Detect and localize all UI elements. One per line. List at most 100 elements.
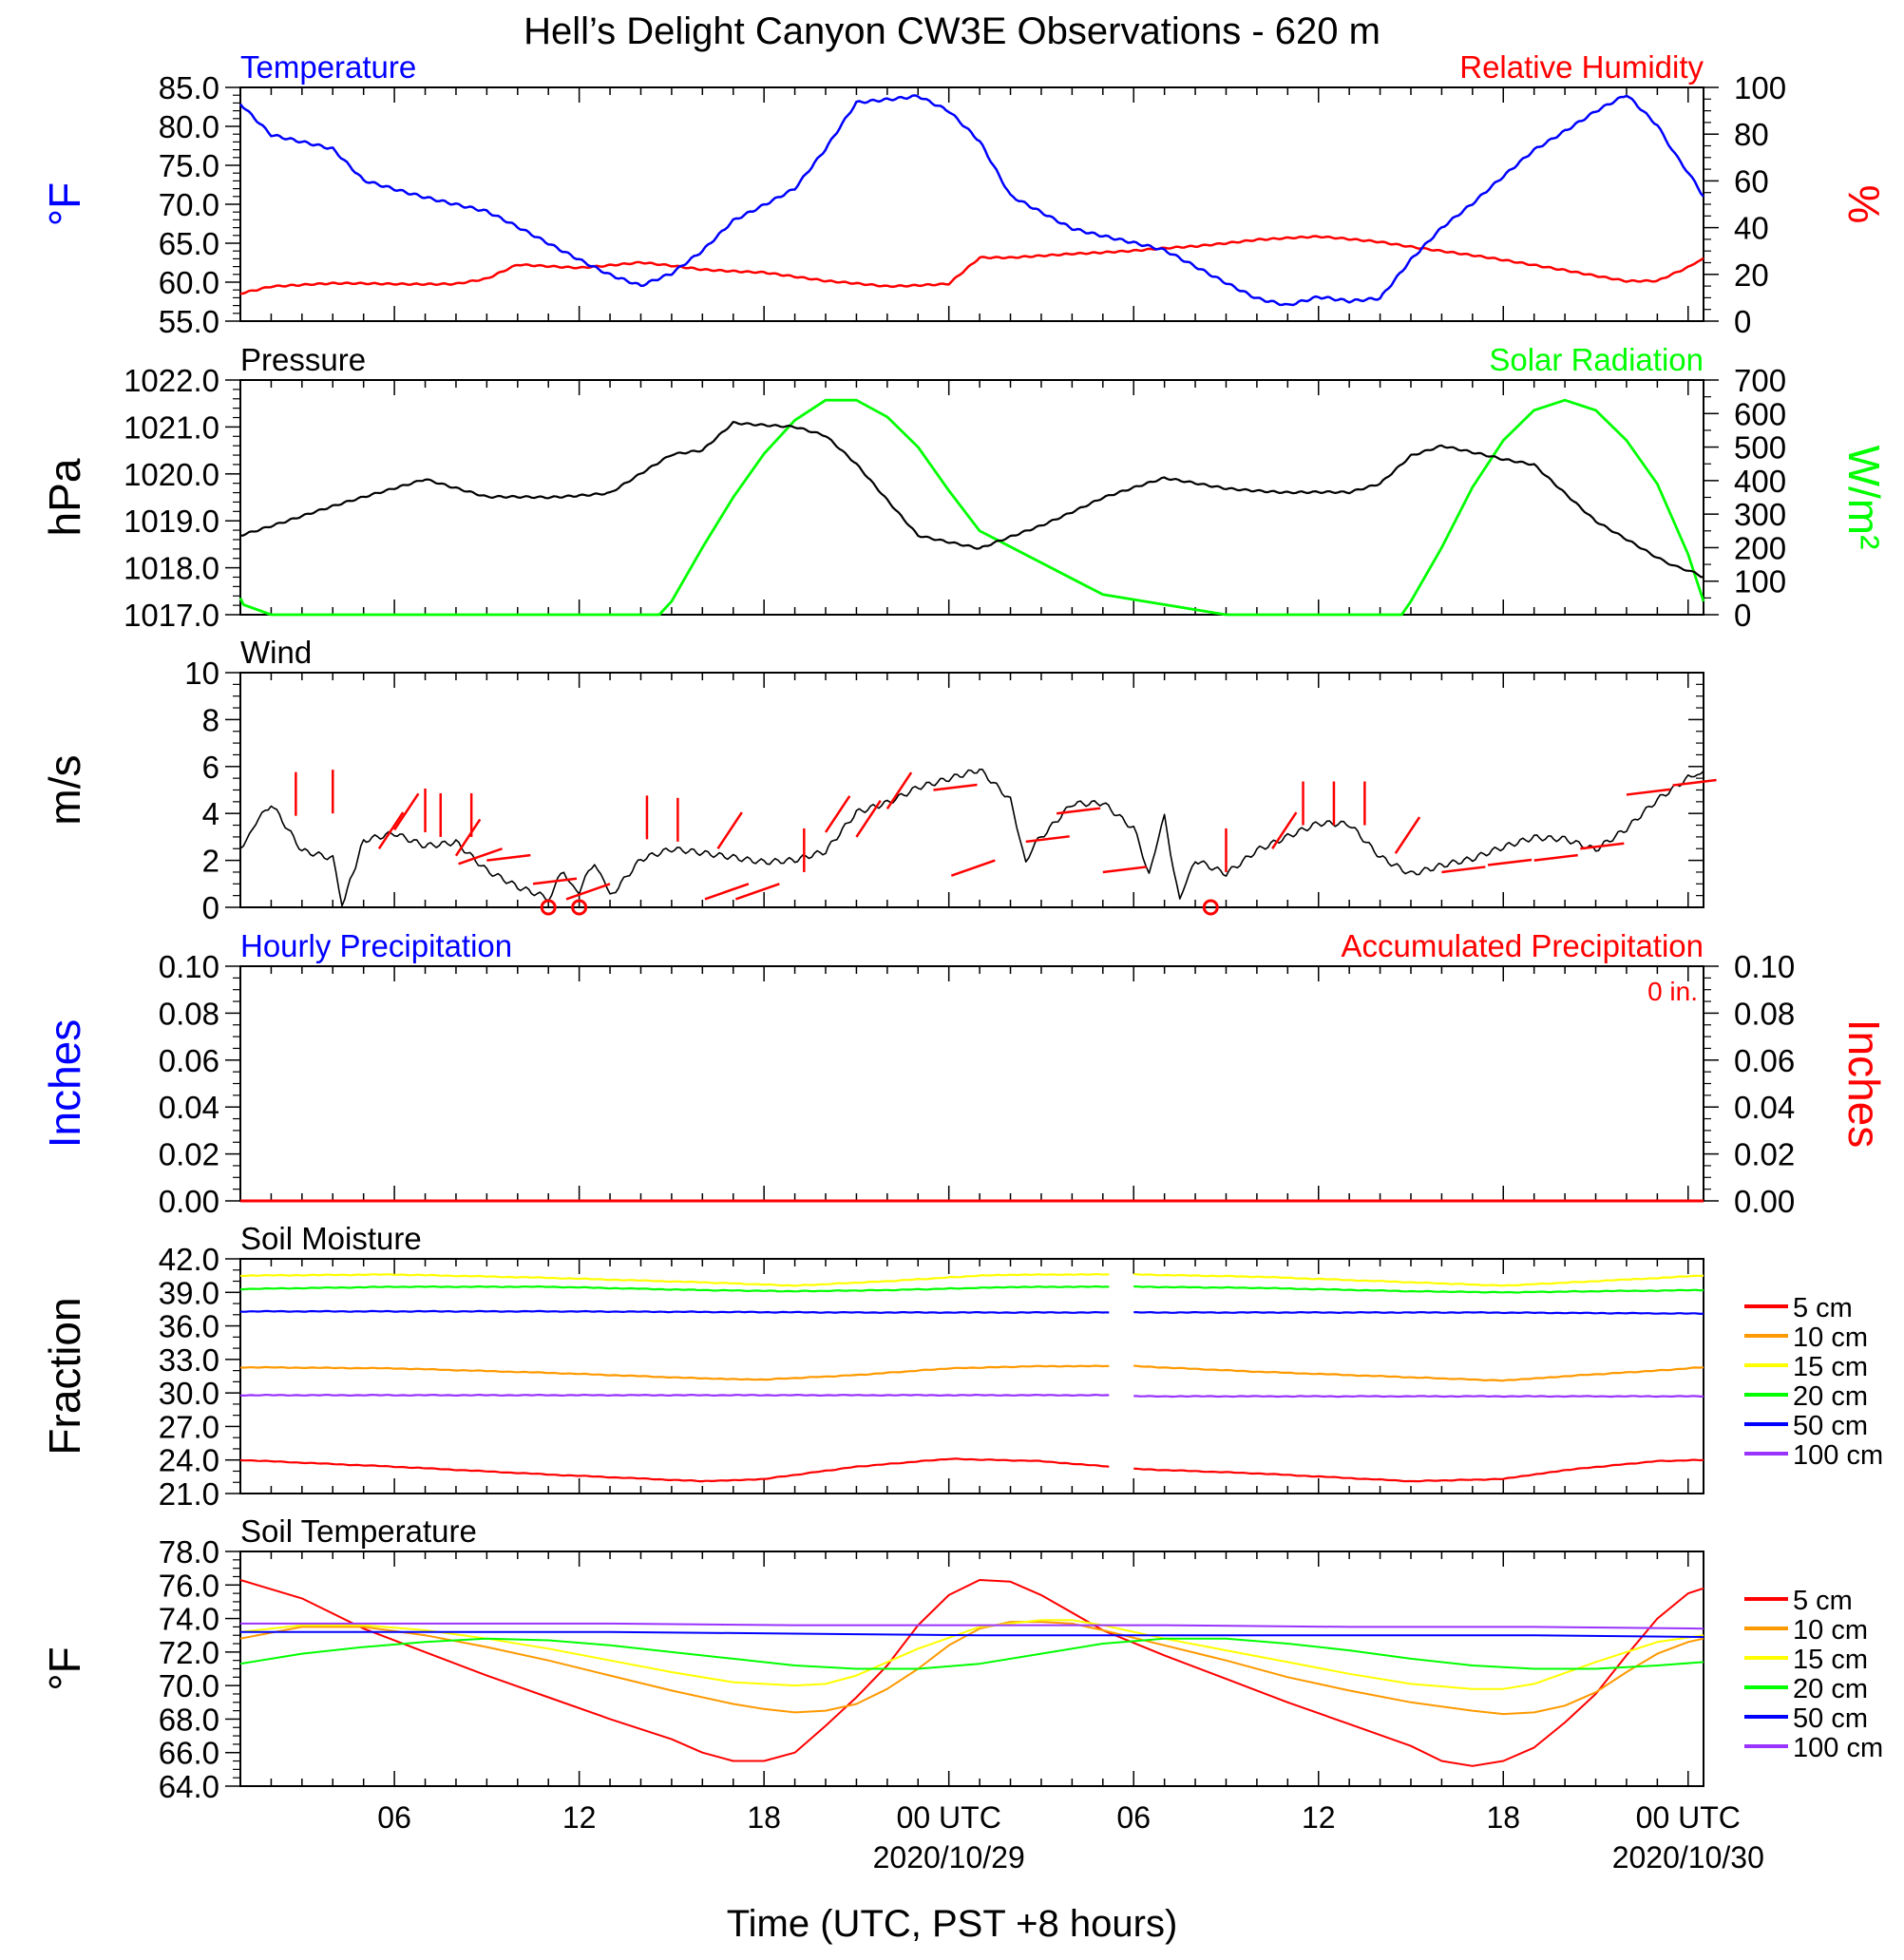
right-y-tick-label: 80 [1734, 117, 1769, 152]
calm-wind-circle [571, 899, 588, 916]
legend-label: 50 cm [1793, 1703, 1868, 1734]
calm-wind-circle [1202, 899, 1219, 916]
wind-barb [704, 883, 750, 901]
solar-radiation-line [238, 398, 1705, 617]
left-y-tick-label: 30.0 [159, 1376, 219, 1411]
left-y-tick-label: 1021.0 [124, 409, 219, 445]
wind-barb [734, 883, 780, 901]
panel-right-title: Solar Radiation [1489, 342, 1704, 377]
left-y-tick-label: 0.04 [159, 1090, 219, 1125]
right-y-tick-label: 700 [1734, 363, 1786, 398]
left-y-tick-label: 0 [202, 890, 219, 925]
wind-barb [716, 811, 743, 849]
left-y-tick-label: 1022.0 [124, 363, 219, 398]
right-y-tick-label: 0.08 [1734, 996, 1795, 1031]
panel-pressure: 1017.0 1018.0 1019.0 1020.0 1021.0 1022.0 0100… [40, 342, 1889, 633]
panel-left-title: Temperature [240, 49, 416, 85]
right-y-tick-label: 40 [1734, 211, 1769, 246]
left-y-tick-label: 4 [202, 796, 219, 831]
left-y-tick-label: 66.0 [159, 1736, 219, 1771]
legend-label: 50 cm [1793, 1411, 1868, 1441]
wind-speed-line [239, 768, 1704, 907]
left-y-tick-label: 60.0 [159, 265, 219, 300]
left-y-tick-label: 65.0 [159, 226, 219, 261]
left-y-tick-label: 21.0 [159, 1476, 219, 1512]
time-tick-label: 00 UTC [897, 1800, 1001, 1835]
left-unit-label: hPa [40, 458, 89, 536]
panel-left-title: Hourly Precipitation [240, 928, 512, 963]
panel-soil-moisture: 21.024.027.030.033.036.039.042.0 Soil Moi… [40, 1221, 1883, 1512]
left-y-tick-label: 2 [202, 844, 219, 879]
wind-barb [1102, 866, 1147, 874]
left-y-tick-label: 1020.0 [124, 457, 219, 492]
right-y-tick-label: 0.06 [1734, 1043, 1795, 1078]
left-y-tick-label: 1017.0 [124, 598, 219, 633]
right-y-tick-label: 500 [1734, 430, 1786, 466]
time-tick-label: 00 UTC [1636, 1800, 1741, 1835]
legend-label: 100 cm [1793, 1733, 1883, 1763]
wind-barb [1441, 866, 1486, 874]
left-unit-label: °F [40, 182, 89, 227]
soil-moisture-line [1133, 1364, 1704, 1382]
right-y-tick-label: 100 [1734, 564, 1786, 599]
wind-barb [1672, 778, 1717, 787]
wind-barb [855, 800, 882, 838]
left-y-tick-label: 55.0 [159, 304, 219, 339]
right-y-tick-label: 0 [1734, 304, 1751, 339]
wind-barb [933, 783, 978, 791]
pressure-line [239, 421, 1704, 579]
legend-label: 15 cm [1793, 1352, 1868, 1382]
panel-precipitation: 0.00 0.02 0.04 0.06 0.08 0.10 0.00 0.02 0.04 0.06… [40, 928, 1889, 1219]
right-y-tick-label: 200 [1734, 530, 1786, 565]
left-y-tick-label: 0.10 [159, 949, 219, 984]
chart-title: Hell’s Delight Canyon CW3E Observations … [524, 10, 1380, 52]
panel-wind: 0 2 4 6 8 10 Wind m/s [40, 635, 1717, 925]
panels-layer: 55.060.065.070.075.080.085.0020406080100… [40, 49, 1889, 1804]
left-y-tick-label: 8 [202, 702, 219, 737]
soil-moisture-line [239, 1393, 1110, 1398]
wind-barb [1025, 835, 1070, 844]
accumulated-total-label: 0 in. [1647, 977, 1698, 1006]
legend-label: 20 cm [1793, 1674, 1868, 1704]
left-unit-label: °F [40, 1646, 89, 1691]
right-y-tick-label: 0.02 [1734, 1137, 1795, 1172]
wind-barb [885, 771, 913, 809]
left-y-tick-label: 68.0 [159, 1702, 219, 1737]
wind-barb [532, 877, 578, 885]
left-y-tick-label: 39.0 [159, 1275, 219, 1310]
date-label: 2020/10/29 [873, 1840, 1025, 1874]
left-y-tick-label: 33.0 [159, 1342, 219, 1378]
legend-label: 5 cm [1793, 1293, 1853, 1323]
wind-barb [458, 847, 503, 866]
wind-barb [824, 795, 851, 833]
panel-left-title: Wind [240, 635, 312, 670]
left-y-tick-label: 6 [202, 750, 219, 785]
x-axis-title: Time (UTC, PST +8 hours) [727, 1903, 1178, 1945]
wind-barb [454, 818, 482, 857]
soil-moisture-line [239, 1284, 1110, 1293]
legend-label: 15 cm [1793, 1645, 1868, 1675]
wind-barb [1533, 853, 1578, 862]
left-y-tick-label: 85.0 [159, 70, 219, 105]
soil-moisture-line [1133, 1284, 1704, 1294]
left-y-tick-label: 75.0 [159, 148, 219, 183]
calm-wind-circle [540, 899, 557, 916]
left-y-tick-label: 74.0 [159, 1602, 219, 1637]
panel-right-title: Relative Humidity [1459, 49, 1704, 85]
soil-moisture-line [1133, 1273, 1704, 1287]
right-y-tick-label: 600 [1734, 396, 1786, 431]
wind-barb [1580, 842, 1625, 850]
wind-barb [950, 859, 996, 877]
wind-barb [1626, 788, 1671, 796]
panel-left-title: Pressure [240, 342, 366, 377]
left-y-tick-label: 36.0 [159, 1309, 219, 1344]
time-axis: 06 12 18 00 UTC 2020/10/29 06 12 18 00 UTC 2020/1… [377, 1800, 1764, 1874]
panel-right-title: Accumulated Precipitation [1341, 928, 1704, 963]
soil-temperature-line [239, 1579, 1704, 1767]
left-y-tick-label: 72.0 [159, 1635, 219, 1670]
panel-temperature: 55.0 60.0 65.0 70.0 75.0 80.0 85.0 0 20 40 60 80 100… [40, 49, 1889, 339]
left-y-tick-label: 42.0 [159, 1242, 219, 1277]
left-y-tick-label: 10 [184, 656, 219, 691]
